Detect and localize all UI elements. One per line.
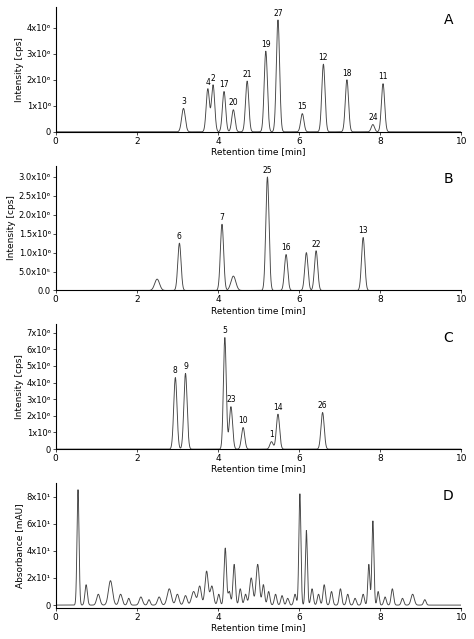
- Text: 7: 7: [219, 213, 225, 222]
- Text: 18: 18: [342, 68, 352, 77]
- Text: 13: 13: [358, 226, 368, 235]
- Text: D: D: [442, 489, 453, 503]
- Text: 22: 22: [311, 240, 321, 249]
- Text: 24: 24: [368, 113, 378, 122]
- Y-axis label: Intensity [cps]: Intensity [cps]: [15, 354, 24, 419]
- Text: A: A: [444, 13, 453, 27]
- Y-axis label: Absorbance [mAU]: Absorbance [mAU]: [15, 503, 24, 588]
- Text: 27: 27: [273, 9, 283, 18]
- X-axis label: Retention time [min]: Retention time [min]: [211, 147, 306, 156]
- Text: 12: 12: [319, 53, 328, 62]
- Text: C: C: [444, 330, 453, 344]
- Text: 10: 10: [238, 416, 248, 425]
- X-axis label: Retention time [min]: Retention time [min]: [211, 465, 306, 473]
- Text: 6: 6: [177, 232, 182, 241]
- Text: 26: 26: [318, 401, 328, 410]
- Text: 1: 1: [269, 431, 274, 440]
- Text: 9: 9: [183, 362, 188, 371]
- Text: 5: 5: [222, 327, 227, 335]
- Text: 3: 3: [181, 97, 186, 106]
- Text: 20: 20: [228, 98, 238, 107]
- X-axis label: Retention time [min]: Retention time [min]: [211, 623, 306, 632]
- Text: 21: 21: [242, 70, 252, 79]
- Y-axis label: Intensity [cps]: Intensity [cps]: [7, 196, 16, 261]
- Text: 23: 23: [226, 396, 236, 404]
- Text: B: B: [444, 172, 453, 186]
- Text: 17: 17: [219, 81, 229, 89]
- Text: 25: 25: [263, 166, 272, 174]
- Text: 4: 4: [205, 78, 210, 87]
- X-axis label: Retention time [min]: Retention time [min]: [211, 305, 306, 315]
- Text: 16: 16: [281, 243, 291, 252]
- Text: 2: 2: [211, 73, 216, 82]
- Text: 11: 11: [378, 72, 388, 81]
- Text: 8: 8: [173, 366, 178, 375]
- Text: 15: 15: [298, 102, 307, 111]
- Y-axis label: Intensity [cps]: Intensity [cps]: [15, 37, 24, 102]
- Text: 14: 14: [273, 403, 283, 412]
- Text: 19: 19: [261, 40, 271, 49]
